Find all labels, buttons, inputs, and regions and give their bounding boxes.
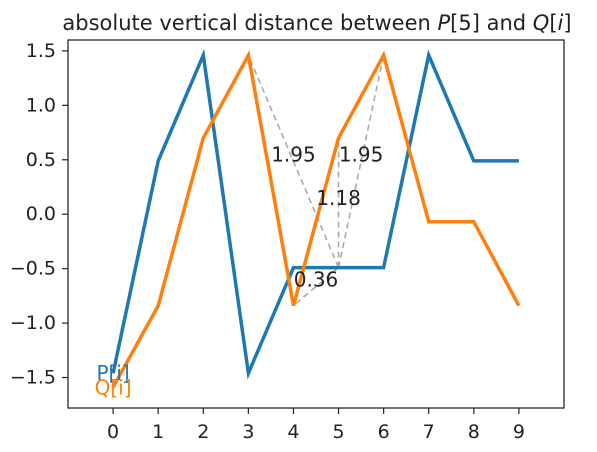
series-labels: P[i]Q[i] bbox=[95, 361, 132, 399]
title-symbol-i: i bbox=[558, 11, 564, 35]
x-tick-label: 9 bbox=[513, 421, 525, 443]
axis-ticks: 0 1 2 3 4 5 6 7 8 9 −1.5 −1.0 −0.5 0.0 0.5 1.0 1.5 bbox=[10, 40, 525, 443]
title-text-1: absolute vertical distance between bbox=[62, 11, 437, 35]
series-label-p: P[i] bbox=[96, 361, 129, 385]
title-symbol-p: P bbox=[438, 11, 451, 35]
plot-frame bbox=[67, 39, 565, 409]
x-tick-label: 8 bbox=[468, 421, 480, 443]
x-tick-label: 6 bbox=[378, 421, 390, 443]
y-tick-label: 0.0 bbox=[26, 203, 56, 225]
distance-lines bbox=[247, 54, 385, 307]
title-text-2: [5] and bbox=[450, 11, 533, 35]
y-tick-label: 1.5 bbox=[26, 40, 56, 62]
y-tick-label: 0.5 bbox=[26, 149, 56, 171]
series-line-p bbox=[111, 48, 519, 380]
title-symbol-q: Q bbox=[533, 11, 550, 35]
y-tick-label: 1.0 bbox=[26, 94, 56, 116]
x-tick-label: 2 bbox=[197, 421, 209, 443]
y-tick-label: −1.5 bbox=[10, 367, 56, 389]
chart-title: absolute vertical distance between P[5] … bbox=[62, 11, 571, 35]
distance-label-3: 0.36 bbox=[294, 268, 339, 292]
x-tick-label: 1 bbox=[152, 421, 164, 443]
y-tick-label: −0.5 bbox=[10, 258, 56, 280]
series-lines bbox=[111, 48, 521, 389]
distance-line-0 bbox=[247, 54, 340, 268]
title-bracket-open: [ bbox=[549, 11, 557, 35]
distance-label-2: 1.18 bbox=[316, 186, 361, 210]
x-tick-label: 4 bbox=[287, 421, 299, 443]
y-tick-label: −1.0 bbox=[10, 312, 56, 334]
x-tick-label: 0 bbox=[107, 421, 119, 443]
series-label-q: Q[i] bbox=[95, 375, 132, 399]
x-tick-label: 3 bbox=[242, 421, 254, 443]
series-line-q bbox=[111, 49, 521, 389]
distance-label-1: 1.95 bbox=[339, 142, 384, 166]
distance-line-3 bbox=[337, 55, 385, 268]
distance-label-0: 1.95 bbox=[271, 142, 316, 166]
distance-annotations: 1.95 1.951.180.36 bbox=[271, 142, 383, 291]
x-tick-label: 5 bbox=[332, 421, 344, 443]
title-bracket-close: ] bbox=[563, 11, 571, 35]
x-tick-label: 7 bbox=[423, 421, 435, 443]
